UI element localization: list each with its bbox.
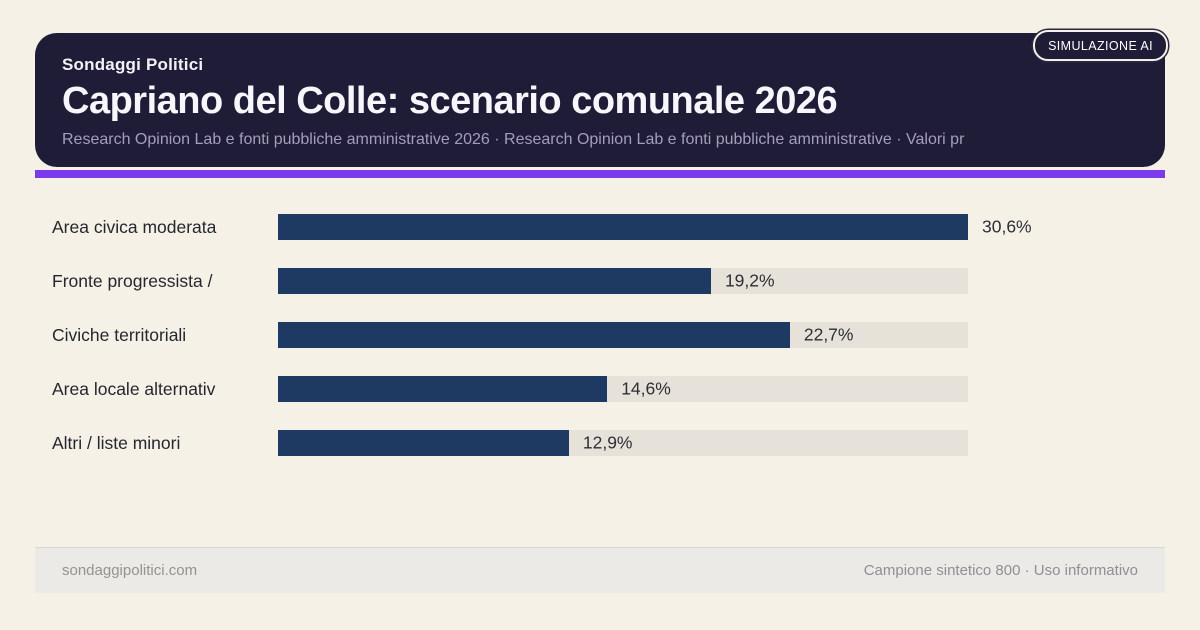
chart-row: Area civica moderata 30,6% bbox=[0, 214, 1200, 240]
row-track: 22,7% bbox=[278, 322, 968, 348]
header-kicker: Sondaggi Politici bbox=[62, 55, 204, 74]
header-card: Sondaggi Politici Capriano del Colle: sc… bbox=[35, 33, 1165, 167]
chart-row: Civiche territoriali 22,7% bbox=[0, 322, 1200, 348]
row-label: Fronte progressista / bbox=[52, 271, 213, 291]
row-bar bbox=[278, 214, 968, 240]
footer: sondaggipolitici.com Campione sintetico … bbox=[35, 547, 1165, 593]
row-label: Area civica moderata bbox=[52, 217, 217, 237]
row-bar bbox=[278, 376, 608, 402]
row-value: 22,7% bbox=[803, 324, 854, 345]
chart-row: Altri / liste minori 12,9% bbox=[0, 430, 1200, 456]
row-track: 12,9% bbox=[278, 430, 968, 456]
row-label: Area locale alternativ bbox=[52, 379, 216, 399]
row-bar bbox=[278, 430, 569, 456]
footer-site: sondaggipolitici.com bbox=[62, 562, 198, 579]
row-value: 12,9% bbox=[582, 432, 633, 453]
row-value: 19,2% bbox=[724, 270, 775, 291]
footer-note: Campione sintetico 800 · Uso informativo bbox=[863, 562, 1138, 579]
row-bar bbox=[278, 322, 790, 348]
row-bar bbox=[278, 268, 711, 294]
chart-row: Fronte progressista / 19,2% bbox=[0, 268, 1200, 294]
accent-stripe bbox=[35, 170, 1165, 178]
chart: Area civica moderata 30,6% Fronte progre… bbox=[0, 214, 1200, 484]
row-label: Altri / liste minori bbox=[52, 433, 181, 453]
row-value: 30,6% bbox=[982, 216, 1032, 237]
simulation-badge: SIMULAZIONE AI bbox=[1033, 30, 1168, 61]
chart-row: Area locale alternativ 14,6% bbox=[0, 376, 1200, 402]
row-track: 30,6% bbox=[278, 214, 1032, 240]
header-subtitle: Research Opinion Lab e fonti pubbliche a… bbox=[62, 131, 965, 148]
row-value: 14,6% bbox=[621, 378, 671, 399]
row-track: 14,6% bbox=[278, 376, 968, 402]
page-title: Capriano del Colle: scenario comunale 20… bbox=[62, 80, 838, 122]
row-label: Civiche territoriali bbox=[52, 325, 187, 345]
row-track: 19,2% bbox=[278, 268, 968, 294]
